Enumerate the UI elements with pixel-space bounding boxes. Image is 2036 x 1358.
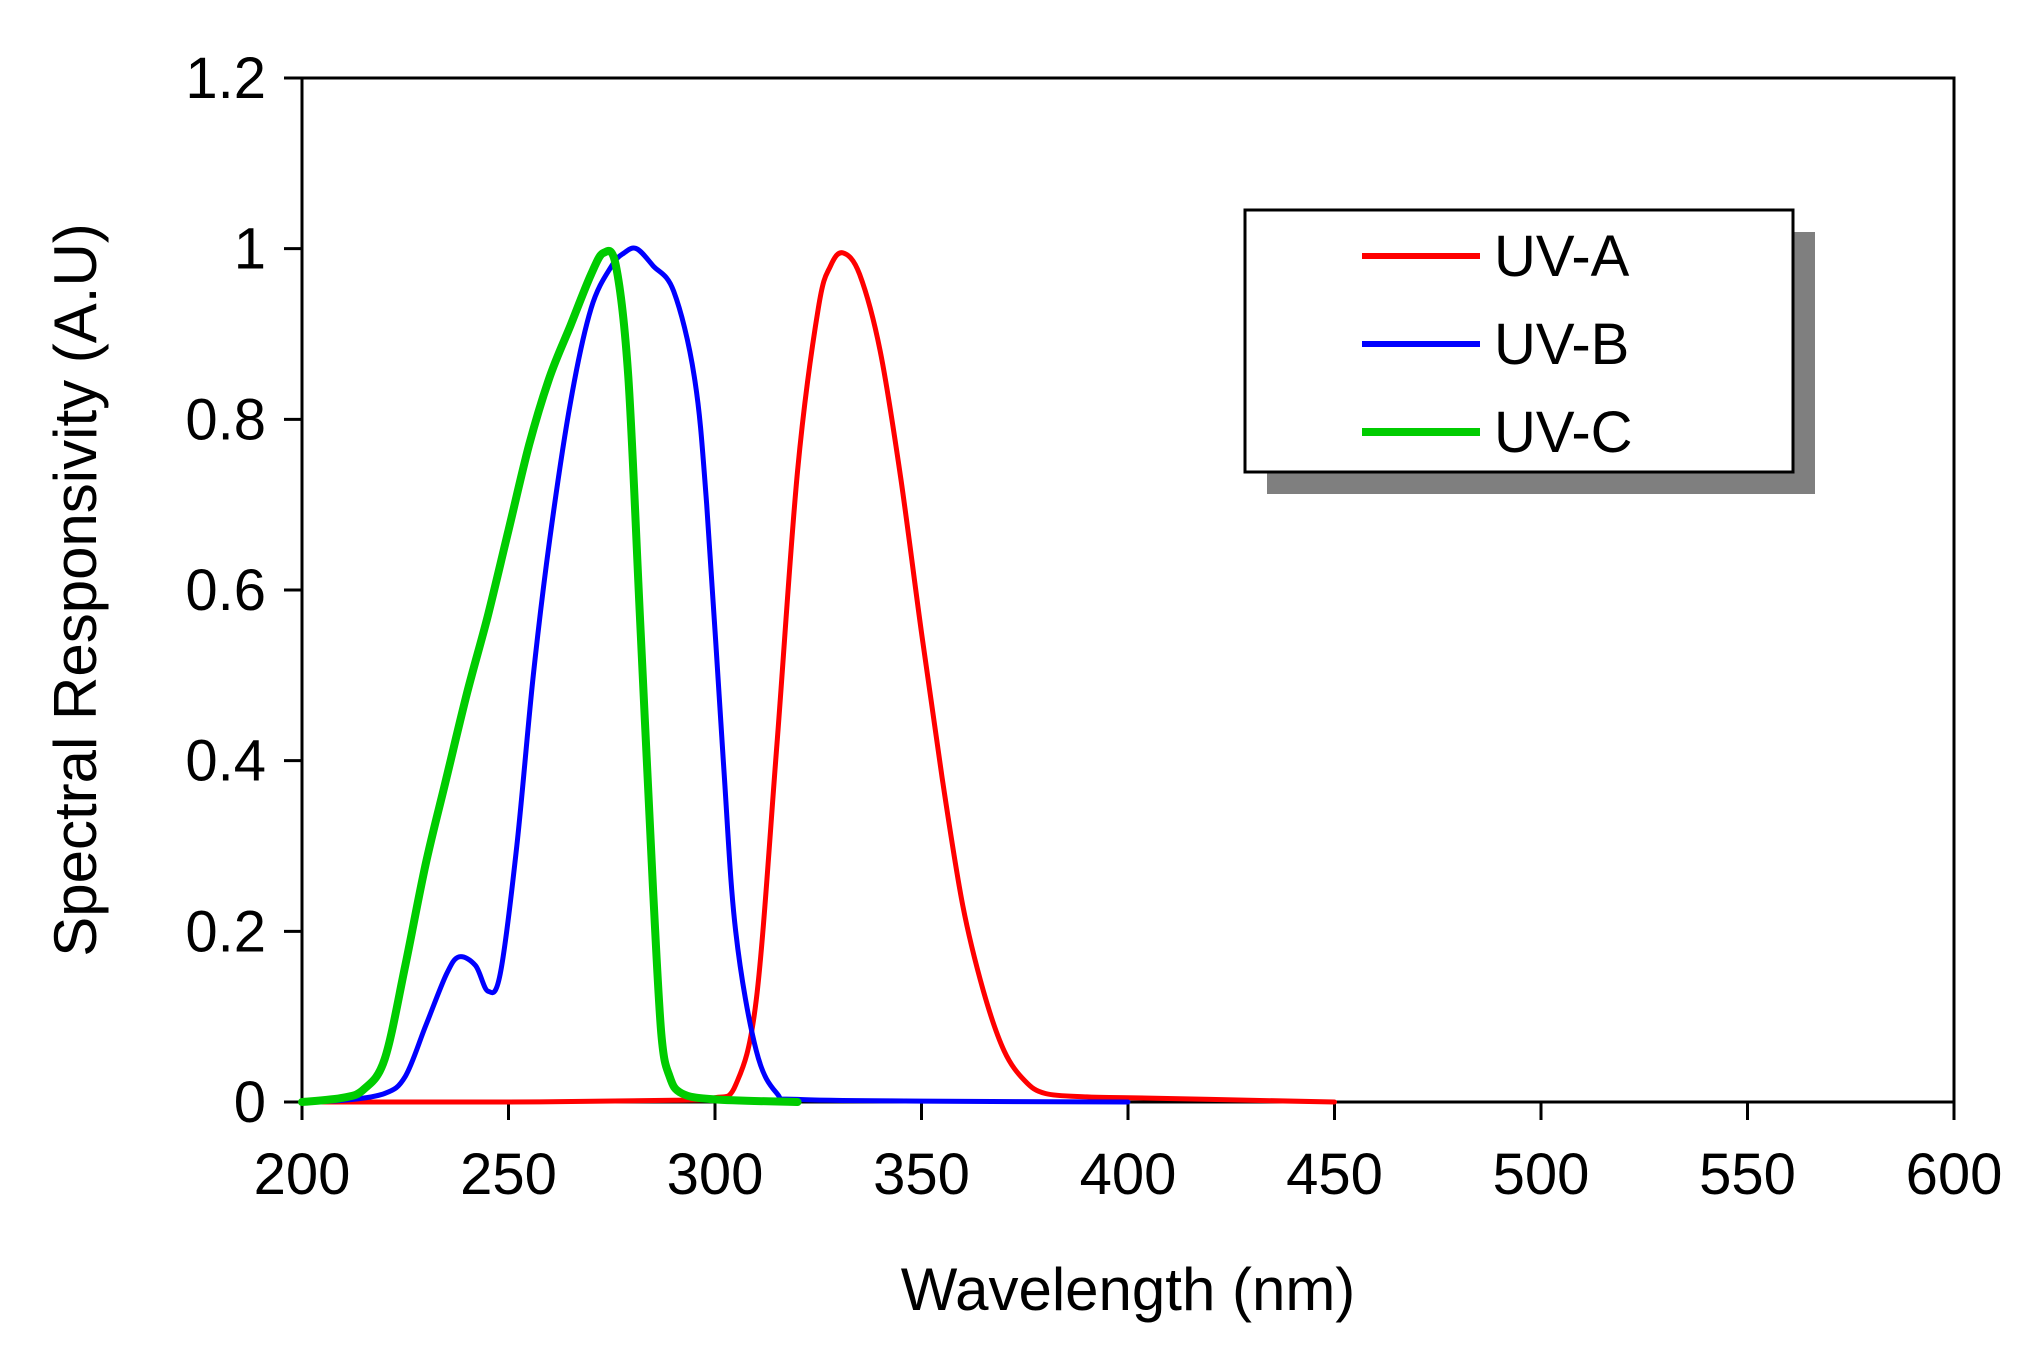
x-tick-label: 250 <box>460 1142 557 1207</box>
x-ticks: 200 250 300 350 400 450 500 550 600 <box>254 1102 2003 1207</box>
y-tick-label: 0 <box>234 1070 266 1135</box>
legend-label-uv-b: UV-B <box>1494 312 1629 377</box>
x-tick-label: 600 <box>1906 1142 2003 1207</box>
series-line-uv-b <box>299 245 1131 1105</box>
legend-label-uv-c: UV-C <box>1494 400 1633 465</box>
y-ticks: 0 0.2 0.4 0.6 0.8 1 1.2 <box>185 46 302 1135</box>
legend-box <box>1243 208 1795 474</box>
series-line-uv-c <box>298 246 802 1106</box>
x-tick-label: 500 <box>1493 1142 1590 1207</box>
y-tick-label: 0.4 <box>185 729 266 794</box>
x-tick-label: 400 <box>1080 1142 1177 1207</box>
y-tick-label: 0.6 <box>185 558 266 623</box>
series-layer <box>298 245 1337 1106</box>
y-tick-label: 0.8 <box>185 387 266 452</box>
legend: UV-A UV-B UV-C <box>1243 208 1815 494</box>
y-tick-label: 1 <box>234 217 266 282</box>
y-axis-label: Spectral Responsivity (A.U) <box>42 223 109 957</box>
legend-label-uv-a: UV-A <box>1494 224 1630 289</box>
x-axis-label: Wavelength (nm) <box>901 1256 1356 1323</box>
x-tick-label: 300 <box>667 1142 764 1207</box>
x-tick-label: 200 <box>254 1142 351 1207</box>
x-tick-label: 450 <box>1286 1142 1383 1207</box>
x-tick-label: 350 <box>873 1142 970 1207</box>
y-tick-label: 1.2 <box>185 46 266 111</box>
series-line-uv-a <box>299 250 1337 1105</box>
x-tick-label: 550 <box>1699 1142 1796 1207</box>
y-tick-label: 0.2 <box>185 899 266 964</box>
